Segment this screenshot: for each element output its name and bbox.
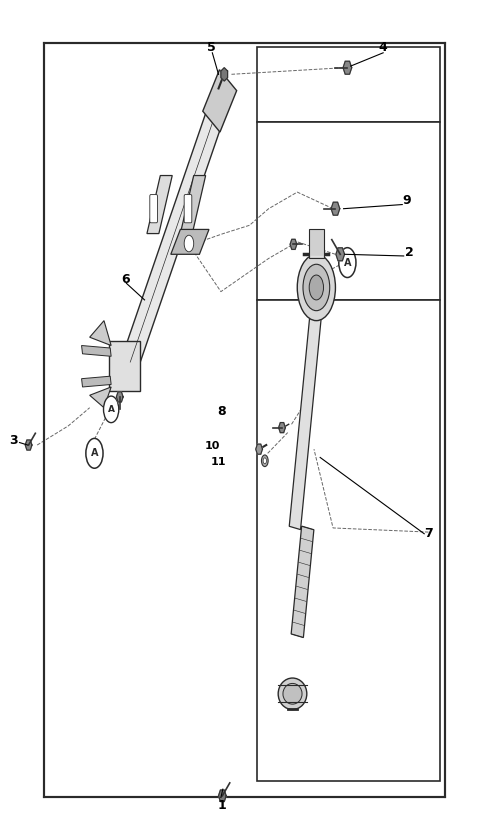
Polygon shape [290, 240, 297, 250]
Ellipse shape [283, 683, 302, 704]
Circle shape [263, 458, 266, 463]
FancyBboxPatch shape [150, 195, 157, 223]
Polygon shape [343, 62, 352, 74]
Bar [257, 300, 441, 781]
Bar [44, 43, 445, 797]
Text: 7: 7 [424, 527, 433, 540]
Circle shape [86, 438, 103, 468]
Text: 10: 10 [204, 441, 220, 451]
Text: 11: 11 [211, 457, 226, 467]
Circle shape [339, 248, 356, 278]
Polygon shape [203, 70, 237, 132]
Text: 1: 1 [217, 800, 226, 812]
Bar [257, 47, 441, 121]
Text: 2: 2 [405, 246, 414, 259]
Polygon shape [256, 444, 263, 454]
Circle shape [297, 255, 336, 320]
Circle shape [104, 396, 119, 423]
Bar [257, 47, 441, 121]
Polygon shape [82, 376, 111, 387]
Polygon shape [218, 790, 226, 801]
FancyBboxPatch shape [184, 195, 192, 223]
Bar [257, 121, 441, 300]
Polygon shape [291, 526, 314, 637]
Polygon shape [171, 230, 209, 255]
Polygon shape [336, 248, 345, 260]
Polygon shape [90, 320, 111, 345]
Text: 6: 6 [121, 273, 130, 285]
Polygon shape [116, 392, 123, 402]
Ellipse shape [278, 678, 307, 710]
Text: 8: 8 [217, 405, 226, 418]
Text: 9: 9 [403, 194, 411, 207]
Text: 5: 5 [207, 42, 216, 54]
Text: A: A [108, 405, 115, 414]
Polygon shape [90, 387, 111, 408]
Polygon shape [123, 97, 226, 369]
Text: 4: 4 [379, 42, 387, 54]
Bar [109, 341, 140, 391]
Polygon shape [289, 306, 322, 530]
Polygon shape [147, 176, 172, 234]
Polygon shape [279, 423, 285, 433]
Circle shape [262, 455, 268, 467]
Polygon shape [180, 176, 205, 234]
Circle shape [303, 265, 330, 310]
Text: A: A [344, 258, 351, 268]
Text: 3: 3 [9, 434, 18, 448]
FancyBboxPatch shape [309, 230, 324, 259]
Text: A: A [91, 448, 98, 458]
Polygon shape [331, 202, 340, 215]
Circle shape [184, 235, 194, 252]
Polygon shape [25, 440, 32, 450]
Circle shape [309, 275, 324, 300]
Polygon shape [82, 345, 111, 356]
Polygon shape [221, 67, 228, 81]
